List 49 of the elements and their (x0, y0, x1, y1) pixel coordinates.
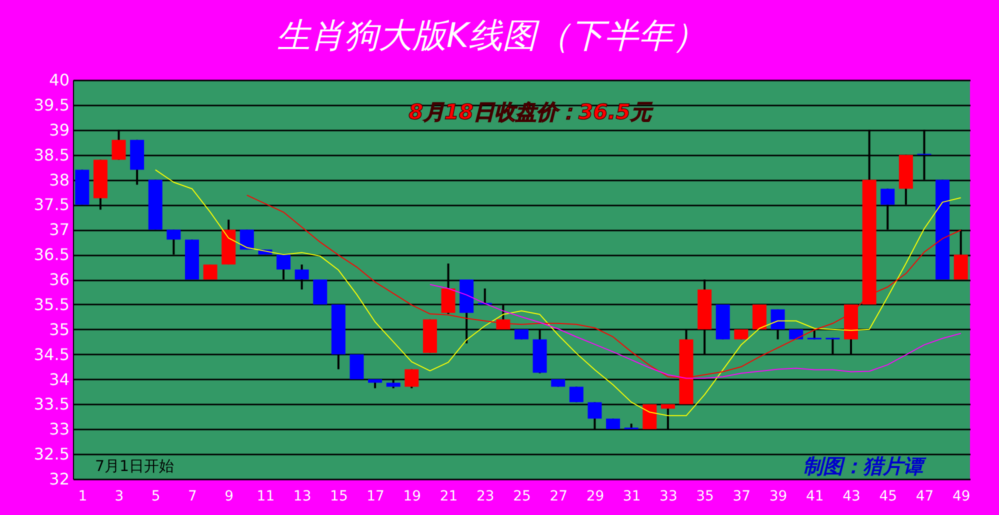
x-tick-label: 15 (330, 488, 348, 504)
y-tick-label: 33 (49, 420, 70, 439)
x-tick-label: 7 (188, 488, 197, 504)
x-tick-label: 35 (696, 488, 714, 504)
y-tick-label: 40 (49, 70, 70, 90)
y-tick-label: 32.5 (34, 444, 70, 464)
y-tick-label: 39.5 (34, 95, 70, 114)
x-tick-label: 1 (78, 488, 88, 504)
line-series (429, 284, 962, 379)
annotation: 8月18日收盘价：36.5元 (408, 100, 654, 124)
line-series (154, 169, 962, 416)
annotation: 7月1日开始 (95, 457, 174, 475)
x-tick-label: 43 (842, 488, 860, 504)
x-tick-label: 37 (732, 488, 751, 504)
x-tick-label: 23 (476, 488, 494, 504)
y-tick-label: 32 (49, 470, 70, 488)
chart-title: 生肖狗大版K线图（下半年） (276, 16, 707, 56)
x-tick-label: 27 (550, 488, 568, 504)
x-tick-label: 25 (513, 488, 531, 504)
x-tick-label: 49 (952, 488, 970, 504)
x-tick-label: 45 (879, 488, 898, 504)
x-tick-label: 29 (586, 488, 604, 504)
x-tick-label: 9 (224, 488, 234, 504)
y-tick-label: 33.5 (34, 394, 70, 414)
x-tick-label: 13 (293, 488, 312, 504)
x-tick-label: 17 (366, 488, 384, 504)
y-tick-label: 34 (49, 370, 70, 389)
y-tick-label: 37 (49, 220, 70, 240)
y-tick-label: 38.5 (34, 145, 70, 164)
x-tick-label: 21 (440, 488, 458, 504)
y-tick-label: 39 (49, 120, 70, 140)
y-tick-label: 36.5 (34, 245, 70, 264)
x-tick-label: 33 (660, 488, 678, 504)
y-tick-label: 34.5 (34, 344, 70, 364)
annotation: 制图：猎片谭 (803, 454, 927, 478)
x-tick-label: 11 (256, 488, 275, 504)
x-tick-label: 47 (916, 488, 934, 504)
x-tick-label: 5 (151, 488, 160, 504)
x-tick-label: 41 (806, 488, 824, 504)
x-tick-label: 39 (769, 488, 788, 504)
candlestick (569, 386, 584, 404)
x-tick-label: 19 (403, 488, 422, 504)
y-tick-label: 35.5 (34, 294, 70, 314)
y-tick-label: 35 (49, 320, 70, 339)
x-tick-label: 3 (114, 488, 124, 504)
y-tick-label: 37.5 (34, 195, 70, 214)
y-tick-label: 38 (49, 170, 70, 190)
x-tick-label: 31 (622, 488, 641, 504)
y-tick-label: 36 (49, 270, 70, 289)
